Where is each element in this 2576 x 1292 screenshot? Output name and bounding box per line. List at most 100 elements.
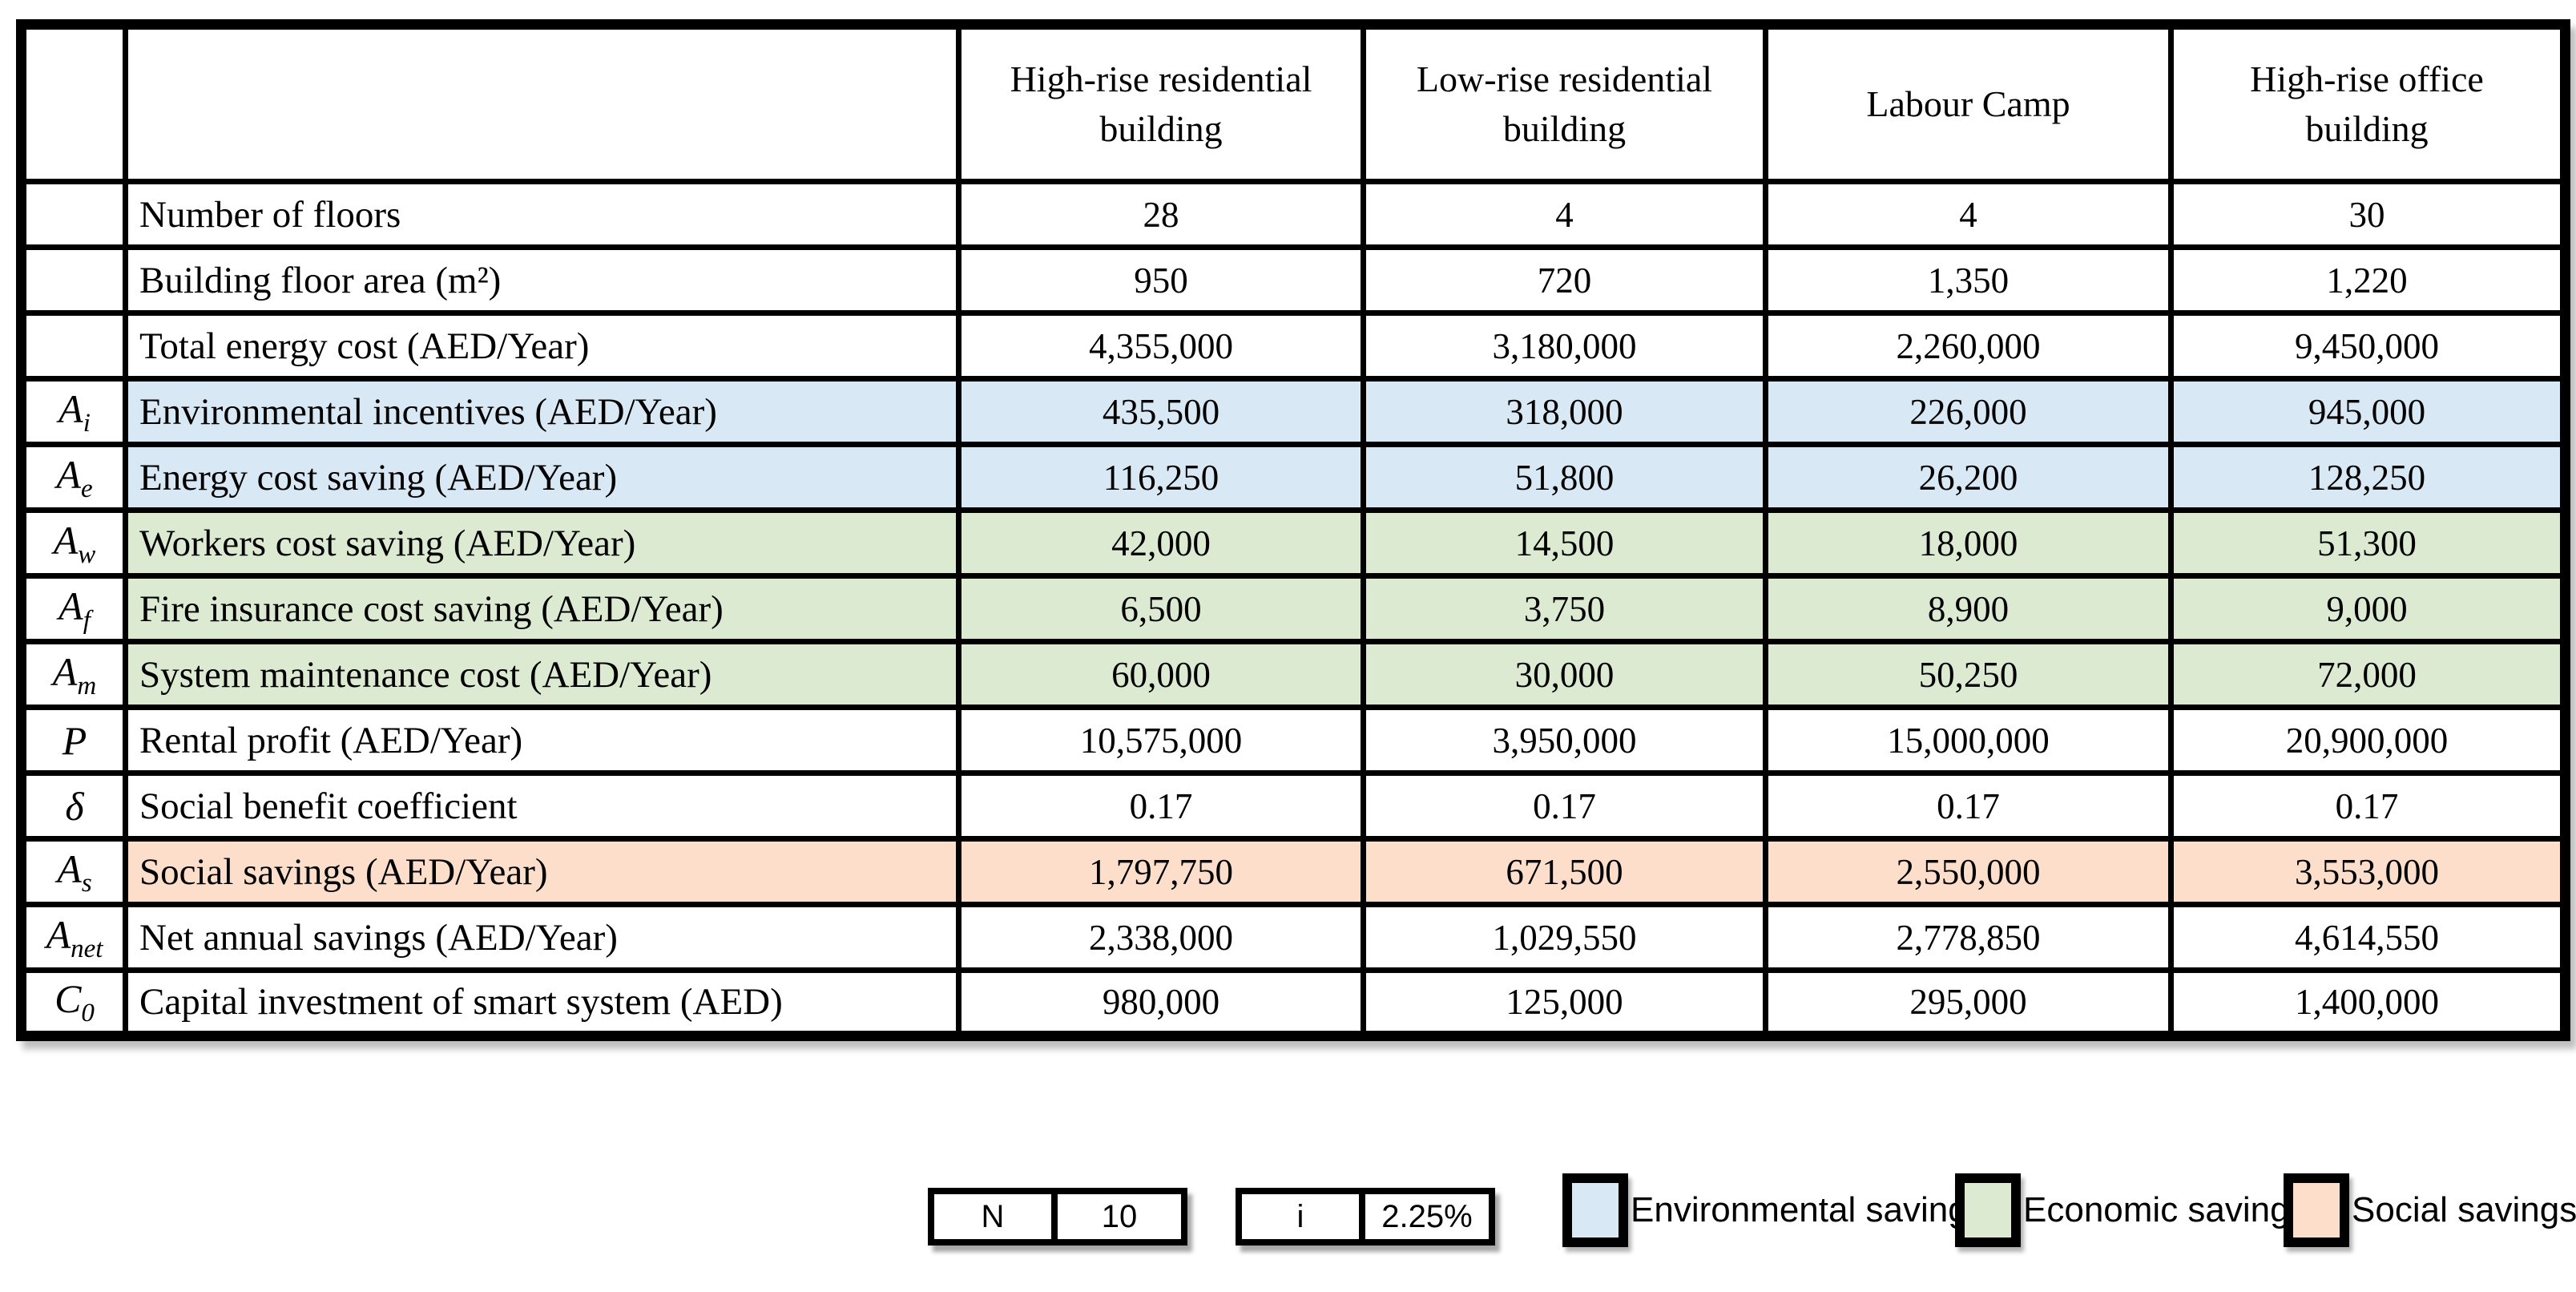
- table-header: High-rise residential building Low-rise …: [18, 22, 2568, 184]
- cell-value: 6,500: [956, 573, 1366, 644]
- cell-value: 18,000: [1763, 507, 2174, 579]
- cell-value: 3,180,000: [1361, 310, 1768, 382]
- table-row: P Rental profit (AED/Year) 10,575,000 3,950…: [18, 705, 2568, 776]
- table-row: As Social savings (AED/Year) 1,797,750 671,…: [18, 836, 2568, 907]
- table-row: Number of floors 28 4 4 30: [18, 179, 2568, 250]
- table-body: Number of floors 28 4 4 30 Building floor are…: [18, 179, 2568, 1039]
- cell-value: 9,450,000: [2168, 310, 2568, 382]
- cell-value: 1,797,750: [956, 836, 1366, 907]
- row-label: Environmental incentives (AED/Year): [123, 376, 961, 447]
- cell-value: 435,500: [956, 376, 1366, 447]
- symbol-subscript: m: [77, 671, 97, 701]
- row-label: Capital investment of smart system (AED): [123, 967, 961, 1039]
- legend-label-economic: Economic savings: [2023, 1190, 2308, 1229]
- row-symbol: P: [18, 705, 128, 776]
- header-row: High-rise residential building Low-rise …: [18, 22, 2568, 184]
- symbol-subscript: i: [83, 408, 91, 438]
- row-label: System maintenance cost (AED/Year): [123, 639, 961, 710]
- row-symbol: Ae: [18, 442, 128, 513]
- row-symbol: Ai: [18, 376, 128, 447]
- row-label: Rental profit (AED/Year): [123, 705, 961, 776]
- cell-value: 3,950,000: [1361, 705, 1768, 776]
- row-label: Net annual savings (AED/Year): [123, 902, 961, 973]
- table-row: Anet Net annual savings (AED/Year) 2,338,0…: [18, 902, 2568, 973]
- symbol-main: C: [54, 976, 82, 1021]
- cell-value: 4: [1361, 179, 1768, 250]
- cell-value: 2,550,000: [1763, 836, 2174, 907]
- symbol-main: A: [46, 911, 71, 957]
- cell-value: 15,000,000: [1763, 705, 2174, 776]
- symbol-subscript: f: [83, 605, 91, 635]
- cell-value: 51,800: [1361, 442, 1768, 513]
- symbol-main: A: [57, 846, 82, 891]
- cell-value: 2,778,850: [1763, 902, 2174, 973]
- cell-value: 0.17: [1361, 770, 1768, 842]
- cell-value: 671,500: [1361, 836, 1768, 907]
- column-header-labour-camp: Labour Camp: [1763, 22, 2174, 184]
- cell-value: 295,000: [1763, 967, 2174, 1039]
- cell-value: 980,000: [956, 967, 1366, 1039]
- symbol-subscript: w: [78, 539, 96, 569]
- table-row: δ Social benefit coefficient 0.17 0.17 0.17 0…: [18, 770, 2568, 842]
- legend-label-environmental: Environmental savings: [1631, 1190, 1985, 1229]
- legend-item-environmental: Environmental savings: [1562, 1173, 1985, 1247]
- symbol-subscript: e: [80, 474, 93, 503]
- cell-value: 26,200: [1763, 442, 2174, 513]
- legend-swatch-social: [2284, 1173, 2349, 1247]
- cell-value: 3,553,000: [2168, 836, 2568, 907]
- cell-value: 226,000: [1763, 376, 2174, 447]
- row-label: Energy cost saving (AED/Year): [123, 442, 961, 513]
- row-label: Building floor area (m²): [123, 244, 961, 316]
- cell-value: 0.17: [956, 770, 1366, 842]
- row-symbol: C0: [18, 967, 128, 1039]
- symbol-subscript: 0: [81, 999, 95, 1028]
- legend-swatch-environmental: [1562, 1173, 1628, 1247]
- row-label: Social benefit coefficient: [123, 770, 961, 842]
- parameter-n-label: N: [928, 1188, 1058, 1246]
- cell-value: 50,250: [1763, 639, 2174, 710]
- row-label: Total energy cost (AED/Year): [123, 310, 961, 382]
- row-label: Number of floors: [123, 179, 961, 250]
- cell-value: 1,400,000: [2168, 967, 2568, 1039]
- row-symbol: [18, 179, 128, 250]
- parameter-n-value: 10: [1058, 1188, 1187, 1246]
- cell-value: 1,029,550: [1361, 902, 1768, 973]
- symbol-main: A: [58, 583, 83, 628]
- column-header-highrise-office: High-rise office building: [2168, 22, 2568, 184]
- cell-value: 4,614,550: [2168, 902, 2568, 973]
- row-symbol: Anet: [18, 902, 128, 973]
- parameter-box-n: N 10: [928, 1188, 1187, 1246]
- table-row: Am System maintenance cost (AED/Year) 60,0…: [18, 639, 2568, 710]
- table-row: Aw Workers cost saving (AED/Year) 42,000 14…: [18, 507, 2568, 579]
- column-header-highrise-residential: High-rise residential building: [956, 22, 1366, 184]
- cell-value: 4,355,000: [956, 310, 1366, 382]
- row-symbol: Am: [18, 639, 128, 710]
- table-row: Building floor area (m²) 950 720 1,350 1,220: [18, 244, 2568, 316]
- row-label: Social savings (AED/Year): [123, 836, 961, 907]
- symbol-main: δ: [65, 783, 84, 829]
- parameter-box-i: i 2.25%: [1236, 1188, 1495, 1246]
- corner-cell-symbol: [18, 22, 128, 184]
- cell-value: 3,750: [1361, 573, 1768, 644]
- symbol-subscript: s: [81, 868, 92, 898]
- table-row: Ae Energy cost saving (AED/Year) 116,250 51…: [18, 442, 2568, 513]
- symbol-main: A: [56, 451, 81, 497]
- cell-value: 10,575,000: [956, 705, 1366, 776]
- cell-value: 318,000: [1361, 376, 1768, 447]
- cell-value: 42,000: [956, 507, 1366, 579]
- row-symbol: [18, 310, 128, 382]
- cell-value: 945,000: [2168, 376, 2568, 447]
- cell-value: 8,900: [1763, 573, 2174, 644]
- symbol-subscript: net: [71, 934, 103, 963]
- cell-value: 28: [956, 179, 1366, 250]
- parameter-i-value: 2.25%: [1365, 1188, 1495, 1246]
- cell-value: 116,250: [956, 442, 1366, 513]
- cell-value: 950: [956, 244, 1366, 316]
- row-label: Fire insurance cost saving (AED/Year): [123, 573, 961, 644]
- row-label: Workers cost saving (AED/Year): [123, 507, 961, 579]
- corner-cell-label: [123, 22, 961, 184]
- row-symbol: As: [18, 836, 128, 907]
- cell-value: 20,900,000: [2168, 705, 2568, 776]
- cell-value: 720: [1361, 244, 1768, 316]
